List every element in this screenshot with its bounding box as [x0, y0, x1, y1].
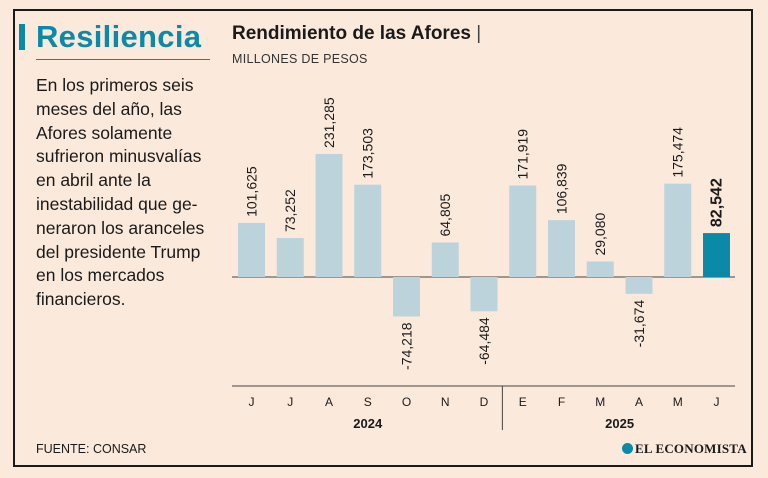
x-tick-label: O — [402, 395, 411, 409]
bar — [703, 233, 730, 277]
data-label: -64,484 — [476, 317, 492, 365]
x-tick-label: S — [364, 395, 372, 409]
body-text: En los primeros seis meses del año, las … — [36, 74, 216, 312]
x-tick-label: A — [635, 395, 643, 409]
data-label: 73,252 — [282, 189, 298, 232]
bar — [315, 153, 343, 277]
data-label: 101,625 — [244, 166, 260, 217]
x-tick-label: N — [441, 395, 450, 409]
kicker-title: Resiliencia — [36, 19, 202, 54]
bar — [393, 277, 420, 317]
bar — [238, 222, 265, 277]
bar — [664, 183, 692, 277]
body-line: neraron los aranceles — [36, 217, 205, 238]
kicker-accent-bar — [19, 24, 25, 50]
chart-title-text: Rendimiento de las Afores — [232, 23, 471, 44]
bar — [470, 277, 498, 312]
bar — [586, 261, 614, 277]
chart-subtitle: MILLONES DE PESOS — [232, 52, 368, 66]
body-line: financieros. — [36, 289, 126, 310]
brand-logo: EL ECONOMISTA — [622, 441, 747, 457]
data-label: 175,474 — [670, 127, 686, 178]
x-tick-label: F — [558, 395, 565, 409]
year-label: 2024 — [353, 416, 383, 431]
data-label: -31,674 — [631, 300, 647, 348]
brand-name: EL ECONOMISTA — [635, 441, 747, 456]
body-line: del presidente Trump — [36, 241, 201, 262]
data-label: 106,839 — [554, 163, 570, 214]
x-tick-label: E — [519, 395, 527, 409]
bar — [548, 220, 575, 277]
year-label: 2025 — [605, 416, 634, 431]
data-label: 82,542 — [709, 178, 726, 227]
kicker-rule — [36, 59, 210, 60]
body-line: sufrieron minusvalías — [36, 146, 202, 167]
data-label: 64,805 — [437, 193, 453, 236]
data-label: -74,218 — [399, 322, 415, 370]
x-tick-label: J — [249, 395, 255, 409]
body-line: inestabilidad que ge- — [36, 193, 198, 214]
x-tick-label: A — [325, 395, 333, 409]
source-note: FUENTE: CONSAR — [36, 442, 147, 456]
body-line: meses del año, las — [36, 98, 182, 119]
body-line: en los mercados — [36, 265, 165, 286]
chart-title: Rendimiento de las Afores | — [232, 22, 481, 46]
x-tick-label: M — [595, 395, 605, 409]
graphic-frame — [13, 9, 753, 467]
title-separator: | — [476, 23, 482, 44]
x-tick-label: J — [714, 395, 720, 409]
brand-icon — [622, 443, 633, 454]
body-line: en abril ante la — [36, 170, 151, 191]
x-tick-label: D — [480, 395, 489, 409]
bar — [431, 242, 459, 277]
x-tick-label: J — [287, 395, 293, 409]
bar — [276, 238, 304, 277]
data-label: 171,919 — [515, 129, 531, 180]
bar — [625, 277, 653, 294]
bar — [509, 185, 537, 277]
data-label: 173,503 — [360, 128, 376, 179]
body-line: En los primeros seis — [36, 75, 194, 95]
x-tick-label: M — [673, 395, 683, 409]
body-line: Afores solamente — [36, 122, 173, 143]
data-label: 29,080 — [592, 212, 608, 255]
data-label: 231,285 — [321, 97, 337, 148]
bar — [354, 184, 382, 277]
